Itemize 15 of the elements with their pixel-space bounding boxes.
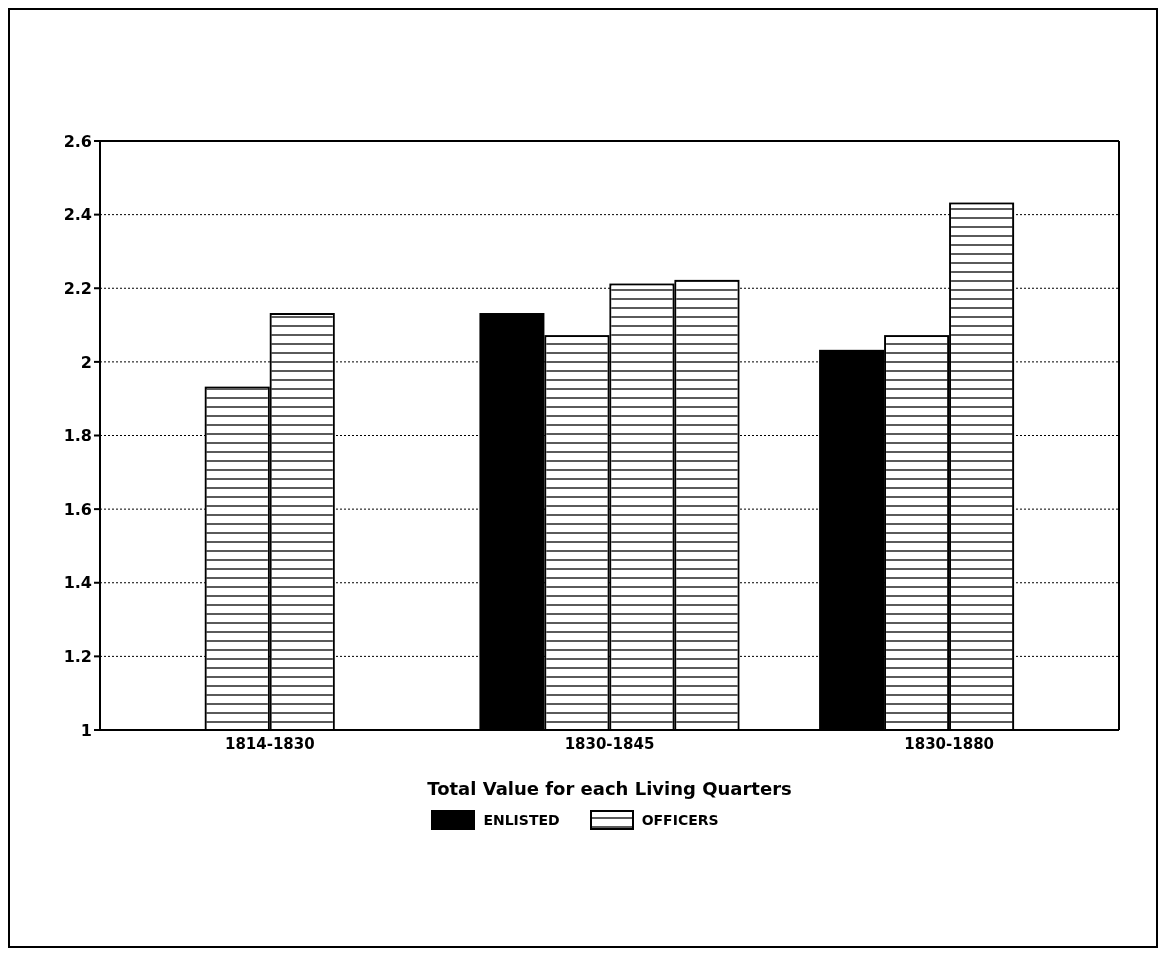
y-tick-label: 2.6 [63,131,92,151]
x-tick-label: 1814-1830 [224,734,315,753]
y-tick-label: 2.2 [63,278,92,298]
y-tick-label: 1.4 [63,573,92,593]
y-tick-label: 1 [80,720,92,740]
legend-label: OFFICERS [641,812,719,828]
x-axis-title: Total Value for each Living Quarters [427,778,792,799]
y-tick-label: 2.4 [63,205,92,225]
x-tick-label: 1830-1845 [564,734,655,753]
x-tick-label: 1830-1880 [904,734,995,753]
y-tick-label: 1.2 [63,647,92,667]
y-tick-label: 1.6 [63,499,92,519]
legend-label: ENLISTED [483,812,560,828]
y-tick-label: 1.8 [63,426,92,446]
y-tick-label: 2 [80,352,92,372]
